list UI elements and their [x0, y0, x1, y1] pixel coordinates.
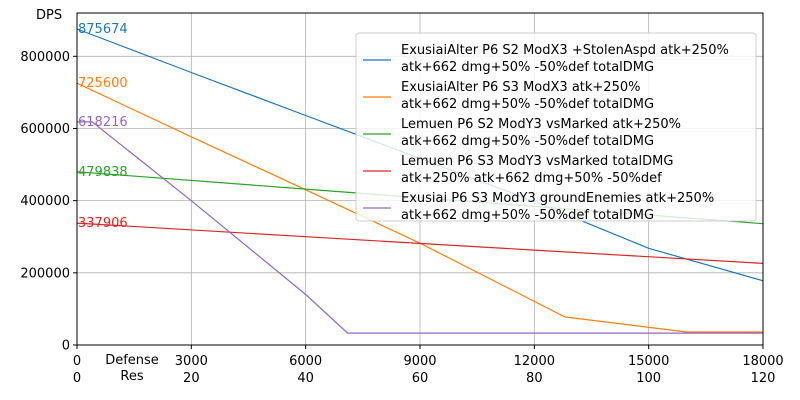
legend-entry-text: Exusiai P6 S3 ModY3 groundEnemies atk+25… [401, 191, 714, 206]
series-start-value-label: 725600 [78, 76, 128, 91]
y-tick-label: 0 [62, 339, 70, 354]
legend-entry-text: atk+662 dmg+50% -50%def totalDMG [401, 60, 654, 75]
y-tick-label: 800000 [20, 50, 70, 65]
x2-tick-label: 40 [297, 371, 314, 386]
legend-box [355, 32, 757, 222]
x-axis-label-line-1: Defense [105, 353, 159, 368]
x-tick-label: 18000 [742, 354, 783, 369]
x2-tick-label: 0 [73, 371, 81, 386]
y-axis-label: DPS [36, 8, 62, 23]
legend-entry-text: atk+662 dmg+50% -50%def totalDMG [401, 97, 654, 112]
legend-entry-text: atk+662 dmg+50% -50%def totalDMG [401, 208, 654, 223]
legend-entry-text: atk+662 dmg+50% -50%def totalDMG [401, 134, 654, 149]
legend: ExusiaiAlter P6 S2 ModX3 +StolenAspd atk… [355, 32, 757, 223]
x2-tick-label: 80 [526, 371, 543, 386]
legend-entry-text: ExusiaiAlter P6 S3 ModX3 atk+250% [401, 80, 640, 95]
legend-entry-text: Lemuen P6 S2 ModY3 vsMarked atk+250% [401, 117, 681, 132]
series-start-value-label: 875674 [78, 22, 128, 37]
x2-tick-label: 60 [412, 371, 429, 386]
legend-entry-text: Lemuen P6 S3 ModY3 vsMarked totalDMG [401, 154, 673, 169]
x-axis-label-line-2: Res [120, 369, 143, 384]
x2-tick-label: 20 [183, 371, 200, 386]
x-tick-label: 9000 [403, 354, 436, 369]
series-start-value-label: 337906 [78, 216, 128, 231]
legend-entry-text: atk+250% atk+662 dmg+50% -50%def [401, 171, 662, 186]
x-tick-label: 3000 [175, 354, 208, 369]
legend-entry-text: ExusiaiAlter P6 S2 ModX3 +StolenAspd atk… [401, 43, 729, 58]
x-tick-label: 12000 [514, 354, 555, 369]
series-start-value-label: 479838 [78, 165, 128, 180]
y-tick-label: 200000 [20, 266, 70, 281]
axis-ticks: 0030002060004090006012000801500010018000… [20, 50, 783, 386]
series-line-4 [76, 222, 764, 264]
start-value-labels: 875674 725600 479838 337906 618216 [78, 22, 128, 231]
series-line-5 [77, 121, 763, 334]
x-tick-label: 15000 [628, 354, 669, 369]
x2-tick-label: 100 [636, 371, 661, 386]
x2-tick-label: 120 [751, 371, 776, 386]
x-tick-label: 6000 [289, 354, 322, 369]
y-tick-label: 400000 [20, 194, 70, 209]
y-tick-label: 600000 [20, 122, 70, 137]
x-tick-label: 0 [73, 354, 81, 369]
series-start-value-label: 618216 [78, 115, 128, 130]
